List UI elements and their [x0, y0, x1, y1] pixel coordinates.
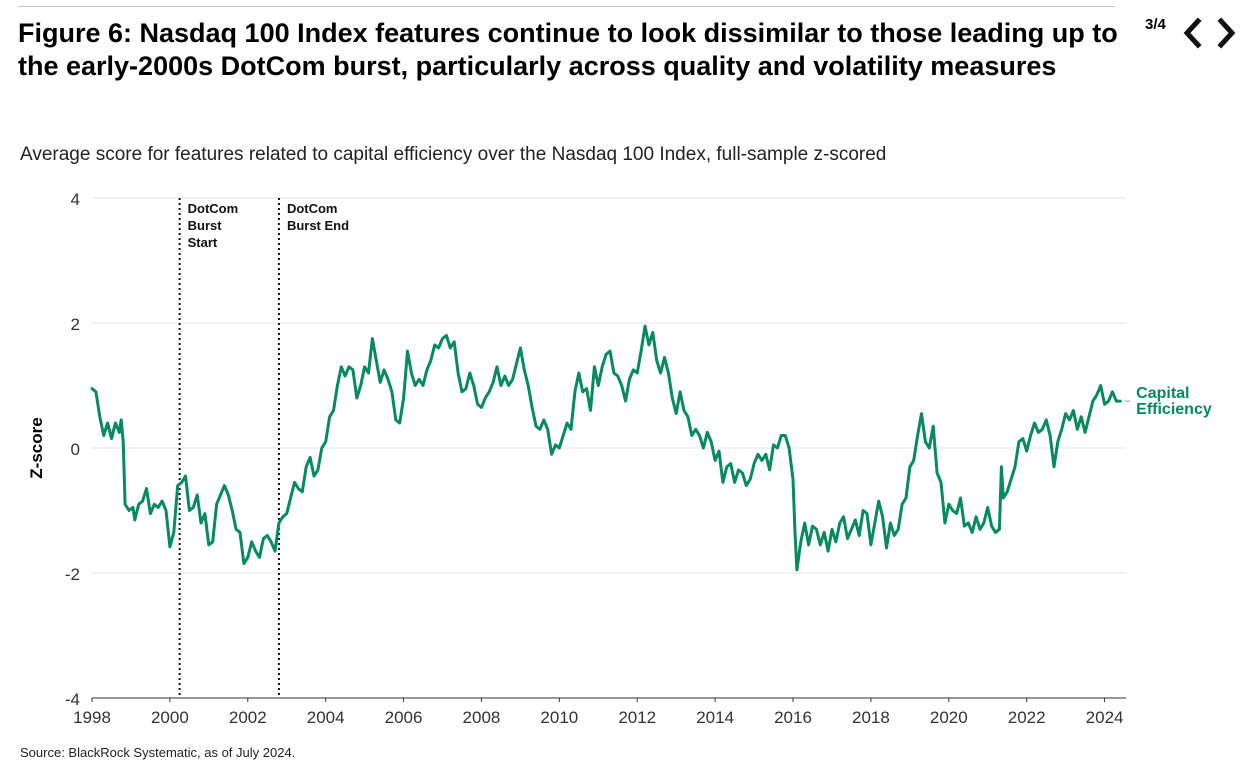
x-tick-label: 2022 — [1008, 708, 1046, 727]
x-tick-label: 2020 — [930, 708, 968, 727]
annotation-label: DotCom — [188, 201, 239, 216]
annotation-label: Burst End — [287, 218, 349, 233]
x-tick-label: 2000 — [151, 708, 189, 727]
axes: -4 -2 0 2 4 1998 2000 2002 2004 2006 2008 2010 2012 2… — [65, 190, 1126, 727]
page-counter: 3/4 — [1145, 16, 1166, 33]
x-tick-label: 2002 — [229, 708, 267, 727]
y-tick-label: 4 — [71, 190, 80, 209]
chart-subtitle: Average score for features related to ca… — [20, 144, 887, 165]
annotation-label: DotCom — [287, 201, 338, 216]
x-tick-label: 1998 — [73, 708, 111, 727]
x-tick-label: 2004 — [307, 708, 345, 727]
chevron-right-icon — [1217, 17, 1236, 49]
y-tick-label: 2 — [71, 315, 80, 334]
grid-lines — [92, 197, 1126, 574]
x-tick-label: 2008 — [463, 708, 501, 727]
x-tick-label: 2006 — [385, 708, 423, 727]
x-tick-label: 2010 — [540, 708, 578, 727]
y-tick-label: -2 — [65, 565, 80, 584]
y-tick-label: -4 — [65, 690, 80, 709]
series-label: Efficiency — [1136, 401, 1212, 418]
annotation-label: Burst — [188, 218, 223, 233]
page-title: Figure 6: Nasdaq 100 Index features cont… — [18, 18, 1118, 81]
prev-button[interactable] — [1180, 16, 1206, 50]
series-label: Capital — [1136, 385, 1189, 402]
x-tick-label: 2014 — [696, 708, 734, 727]
source-note: Source: BlackRock Systematic, as of July… — [20, 745, 296, 760]
series-line-capital-efficiency — [90, 324, 1122, 572]
next-button[interactable] — [1213, 16, 1239, 50]
y-tick-label: 0 — [71, 440, 80, 459]
x-tick-label: 2024 — [1086, 708, 1124, 727]
top-rule — [18, 6, 1115, 7]
annotations: DotCom Burst Start DotCom Burst End — [178, 198, 349, 698]
chevron-left-icon — [1183, 17, 1202, 49]
annotation-label: Start — [188, 235, 218, 250]
x-tick-label: 2018 — [852, 708, 890, 727]
y-axis-label: Z-score — [27, 417, 46, 478]
x-tick-label: 2012 — [618, 708, 656, 727]
x-tick-label: 2016 — [774, 708, 812, 727]
